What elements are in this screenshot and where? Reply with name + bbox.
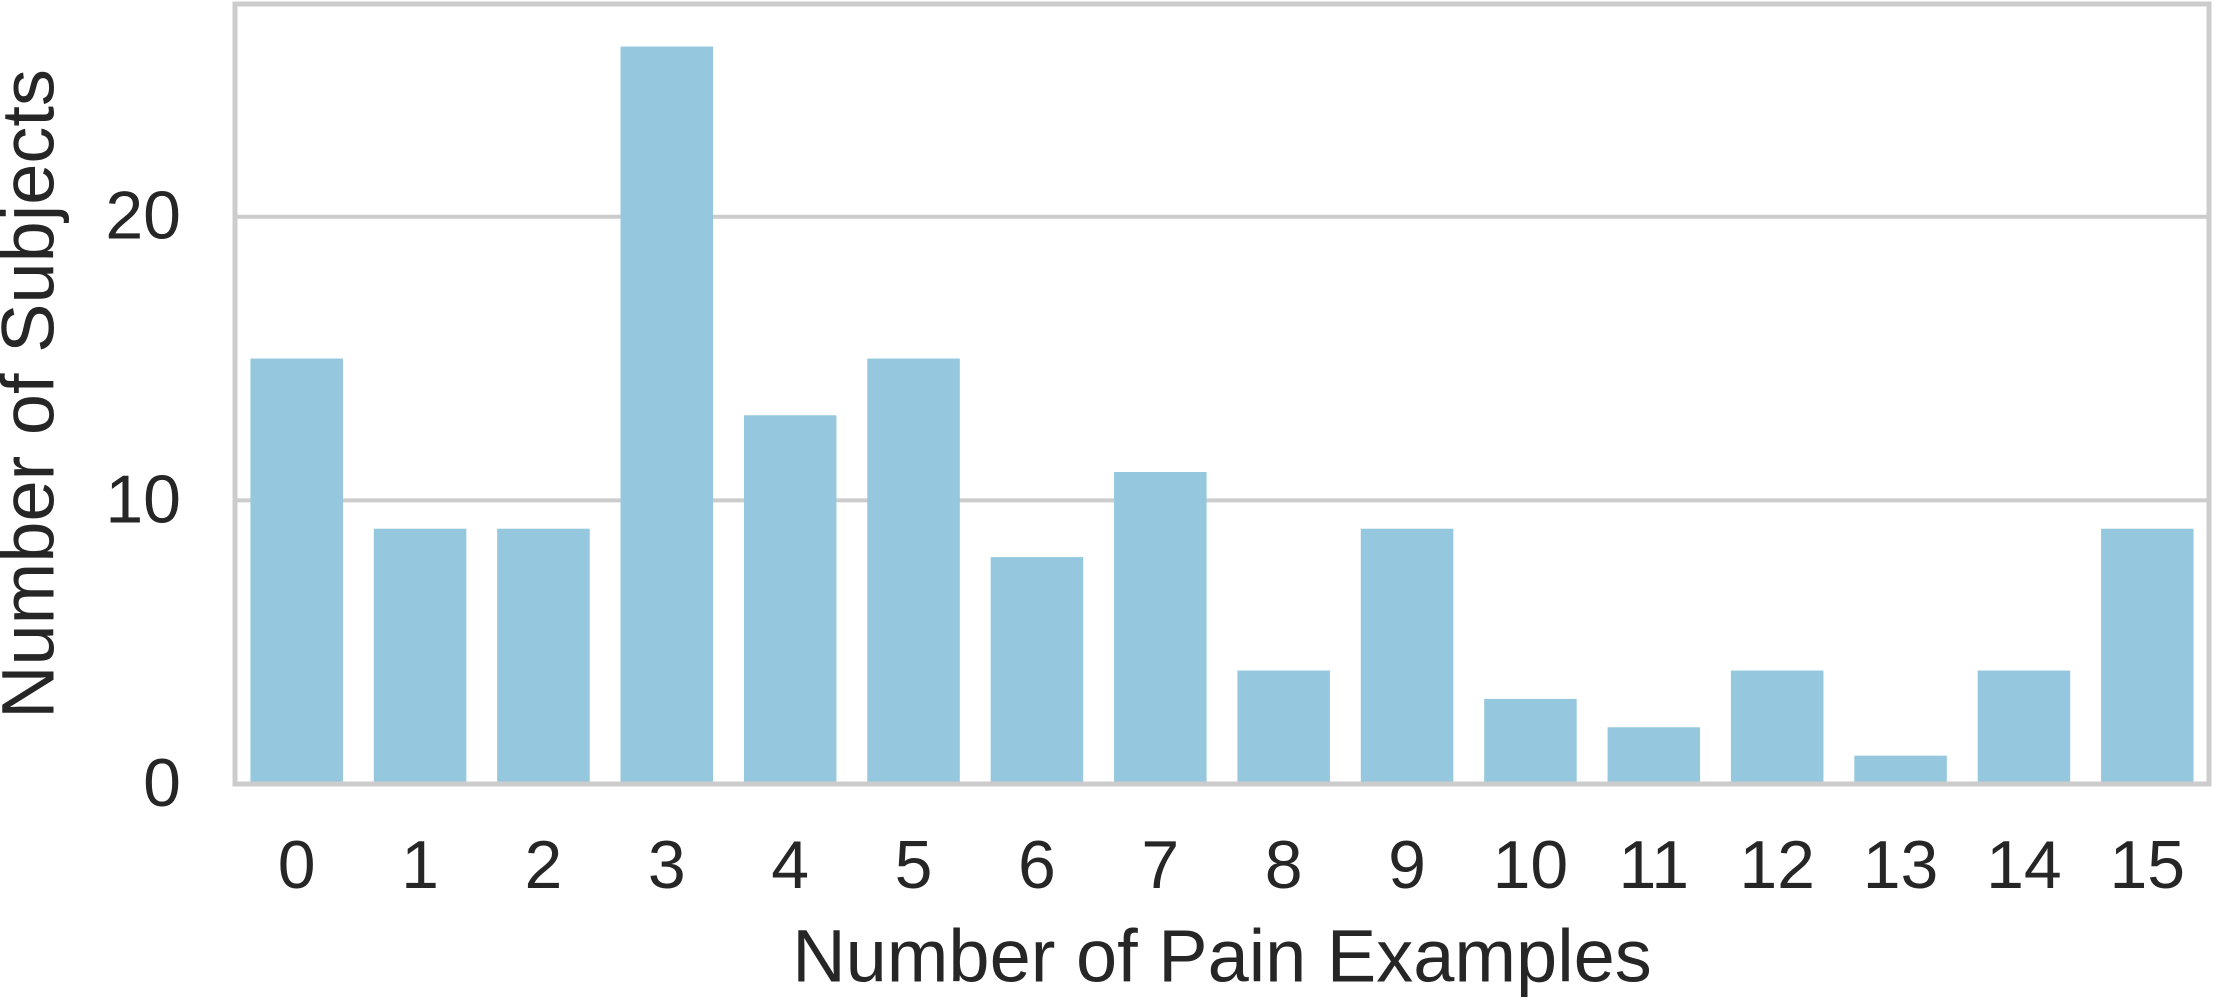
x-tick-label: 13 (1863, 827, 1939, 903)
bar (2101, 528, 2194, 784)
bar (867, 358, 960, 784)
x-tick-label: 9 (1388, 827, 1426, 903)
bar (1607, 727, 1701, 784)
x-tick-label: 6 (1018, 827, 1056, 903)
y-tick-label: 10 (105, 461, 181, 537)
x-tick-label: 8 (1265, 827, 1303, 903)
x-tick-label: 4 (771, 827, 809, 903)
bar (250, 358, 343, 784)
y-tick-label: 0 (143, 745, 181, 821)
bar (1977, 670, 2071, 784)
x-tick-label: 0 (278, 827, 316, 903)
x-tick-label: 2 (525, 827, 563, 903)
x-tick-label: 14 (1986, 827, 2062, 903)
bar (1237, 670, 1330, 784)
x-tick-label: 11 (1619, 827, 1690, 903)
x-tick-label: 3 (648, 827, 686, 903)
x-tick-label: 5 (895, 827, 933, 903)
y-tick-label: 20 (105, 178, 181, 254)
x-tick-label: 1 (401, 827, 439, 903)
bar (1360, 528, 1454, 784)
bar (620, 46, 714, 784)
bar (373, 528, 467, 784)
x-axis-label: Number of Pain Examples (792, 915, 1652, 998)
bar (990, 557, 1084, 784)
bar (497, 528, 590, 784)
plot-frame (232, 1, 2212, 787)
x-tick-label: 7 (1141, 827, 1179, 903)
bar (1730, 670, 1824, 784)
x-tick-label: 12 (1739, 827, 1815, 903)
bar (1484, 698, 1577, 784)
bar (743, 415, 837, 784)
bar (1854, 755, 1947, 784)
bar (1114, 472, 1207, 784)
y-axis-label: Number of Subjects (0, 69, 70, 719)
x-tick-label: 10 (1493, 827, 1569, 903)
x-tick-label: 15 (2109, 827, 2185, 903)
